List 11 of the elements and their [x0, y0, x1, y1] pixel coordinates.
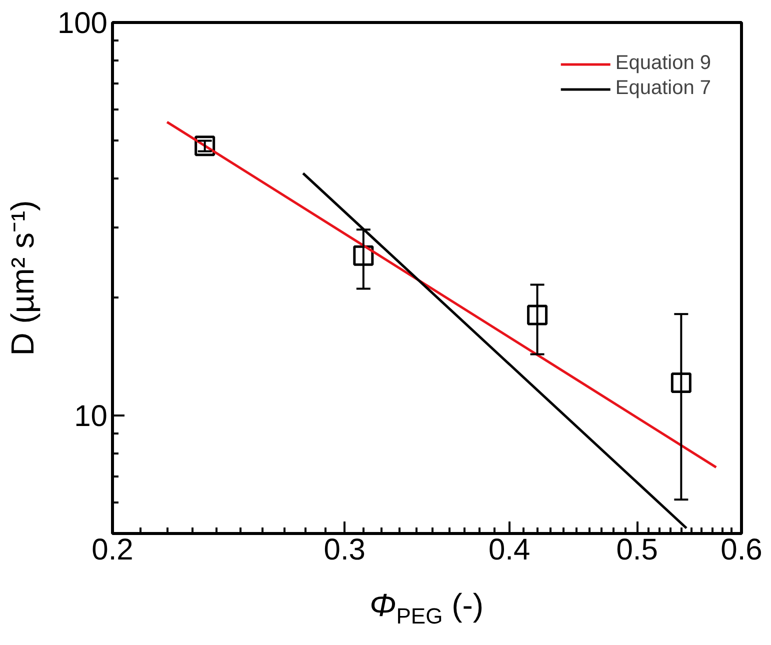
x-tick-label: 0.2 — [92, 534, 134, 566]
legend-label: Equation 7 — [615, 77, 711, 100]
x-axis-title: Φ$_{PEG}$ (-) — [369, 586, 484, 630]
y-axis-title: D (µm² s⁻¹) — [4, 200, 40, 356]
y-tick-label: 100 — [57, 7, 108, 40]
x-tick-label: 0.5 — [616, 534, 658, 566]
y-tick-label: 10 — [74, 400, 108, 433]
x-tick-label: 0.4 — [488, 534, 530, 566]
x-tick-label: 0.6 — [720, 534, 762, 566]
legend-label: Equation 9 — [615, 52, 711, 75]
x-tick-label: 0.3 — [324, 534, 366, 566]
